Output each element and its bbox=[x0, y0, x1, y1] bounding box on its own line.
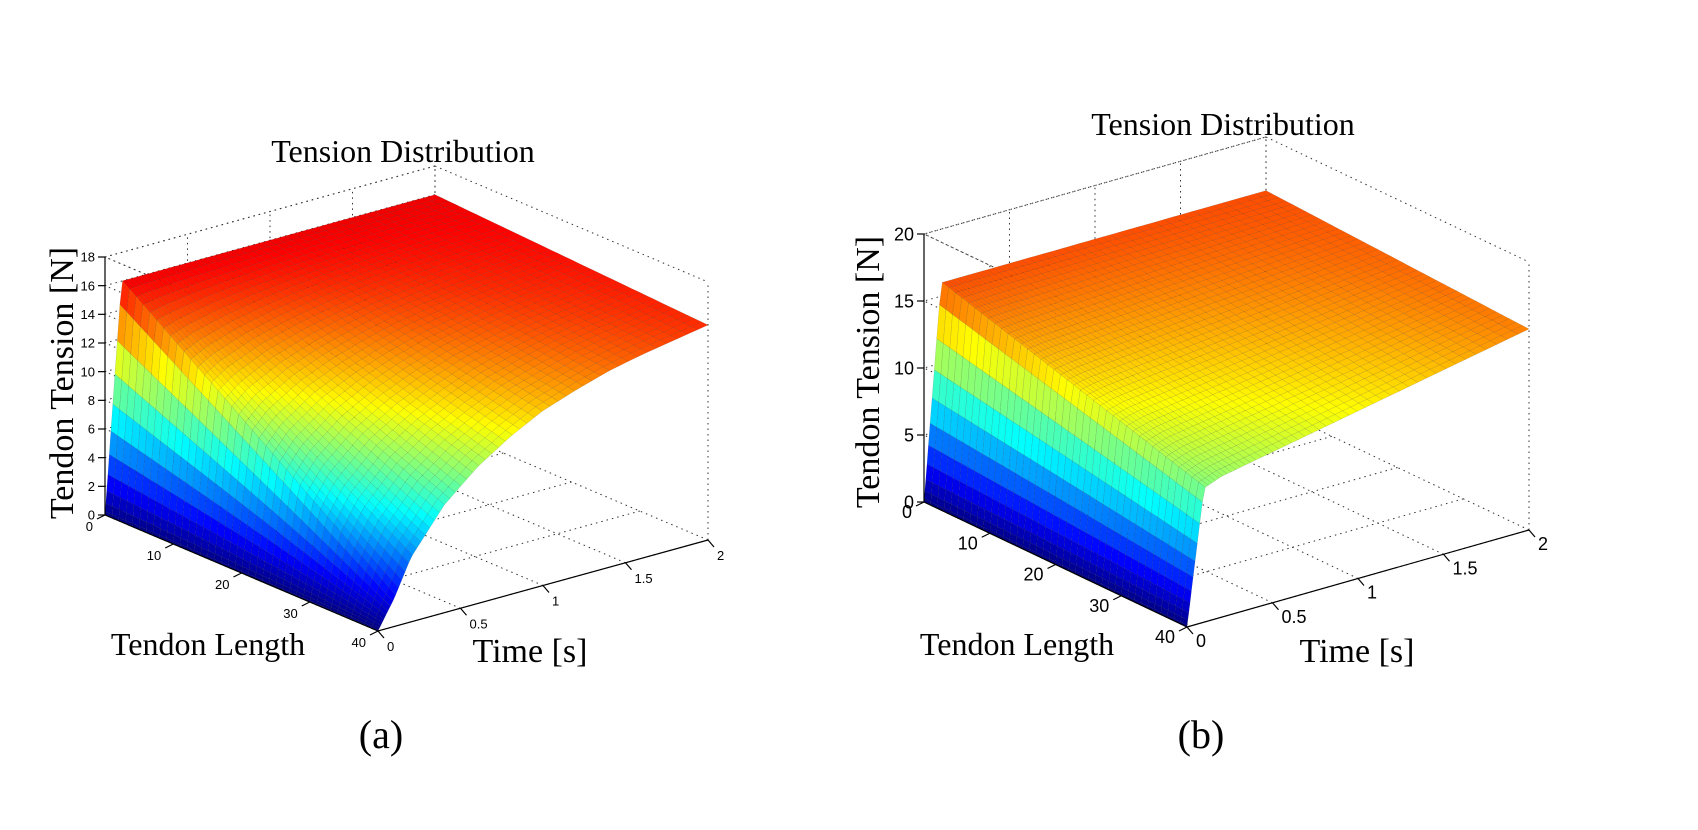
surface-patch bbox=[630, 348, 648, 358]
x-axis-label: Time [s] bbox=[473, 633, 588, 670]
z-tick-label: 0 bbox=[88, 508, 95, 523]
z-tick-label: 12 bbox=[81, 336, 95, 351]
z-tick-label: 6 bbox=[88, 422, 95, 437]
y-tick-label: 0 bbox=[86, 519, 93, 534]
surface-patch bbox=[375, 614, 385, 623]
y-tick bbox=[96, 514, 106, 520]
surface-patch bbox=[459, 466, 474, 480]
panel-caption: (a) bbox=[359, 712, 403, 757]
y-tick-label: 20 bbox=[215, 577, 229, 592]
surface-patch bbox=[611, 357, 629, 367]
chart-title: Tension Distribution bbox=[271, 133, 535, 169]
surface-patch bbox=[422, 513, 435, 529]
z-tick-label: 8 bbox=[88, 393, 95, 408]
z-tick-label: 10 bbox=[894, 358, 914, 378]
x-tick bbox=[1186, 626, 1194, 635]
y-tick-label: 40 bbox=[1155, 627, 1175, 647]
y-tick bbox=[233, 572, 242, 578]
z-tick-label: 2 bbox=[88, 479, 95, 494]
z-tick-label: 0 bbox=[904, 492, 914, 512]
y-tick bbox=[981, 532, 991, 538]
z-axis-label: Tendon Tension [N] bbox=[850, 236, 887, 508]
surface-patch bbox=[649, 339, 668, 349]
x-tick-label: 0.5 bbox=[1282, 607, 1307, 627]
chart-panel-b: 0 0.5 1 1.5 2 0 10 20 30 40 0 5 10 15 20 Tension Distri… bbox=[849, 0, 1698, 830]
box-edge bbox=[923, 233, 1188, 360]
surface-patch bbox=[527, 406, 543, 418]
box-edge bbox=[1265, 136, 1530, 263]
y-tick-label: 10 bbox=[147, 548, 161, 563]
x-tick-label: 1.5 bbox=[1453, 558, 1478, 578]
x-tick bbox=[460, 607, 467, 616]
y-axis-label: Tendon Length bbox=[111, 626, 305, 662]
y-tick bbox=[301, 601, 311, 607]
x-tick bbox=[1272, 602, 1279, 611]
surface-patch bbox=[690, 321, 709, 330]
chart-title: Tension Distribution bbox=[1091, 106, 1355, 142]
surface-patch bbox=[669, 330, 688, 340]
z-tick-label: 4 bbox=[88, 450, 95, 465]
surface-patch bbox=[679, 326, 698, 335]
surface-patch bbox=[401, 547, 413, 564]
surface-patch bbox=[498, 430, 513, 442]
surface-patch bbox=[418, 521, 430, 536]
surface-chart-a: 00.511.52010203040024681012141618Tension… bbox=[44, 133, 725, 757]
x-tick-label: 1.5 bbox=[635, 571, 653, 586]
surface-patch bbox=[567, 381, 584, 392]
x-tick bbox=[1528, 529, 1536, 538]
z-tick-label: 18 bbox=[81, 250, 95, 265]
y-tick-label: 30 bbox=[283, 606, 297, 621]
surface-patch bbox=[398, 555, 410, 572]
x-tick-label: 1 bbox=[552, 594, 559, 609]
surface-patch bbox=[559, 386, 575, 397]
x-tick-label: 0 bbox=[1196, 631, 1206, 651]
x-tick-label: 0 bbox=[387, 639, 394, 654]
surface-patch bbox=[373, 617, 383, 626]
x-tick bbox=[625, 562, 632, 571]
z-tick-label: 5 bbox=[904, 425, 914, 445]
x-tick bbox=[707, 539, 715, 548]
surface-patch bbox=[620, 353, 638, 362]
y-tick-label: 40 bbox=[352, 635, 366, 650]
z-tick-label: 14 bbox=[81, 307, 95, 322]
x-tick bbox=[1443, 553, 1450, 562]
surface-patch bbox=[639, 344, 658, 353]
surface-patch bbox=[427, 506, 440, 521]
z-tick-label: 16 bbox=[81, 278, 95, 293]
y-tick-label: 10 bbox=[958, 533, 978, 553]
z-tick-label: 20 bbox=[894, 224, 914, 244]
surface-patch bbox=[409, 534, 422, 549]
y-tick bbox=[1112, 595, 1122, 601]
x-tick-label: 2 bbox=[717, 548, 724, 563]
y-tick-label: 20 bbox=[1023, 565, 1043, 585]
chart-panel-a: 0 0.5 1 1.5 2 0 10 20 30 40 0 2 4 6 8 10 12 14 16 18 Tension… bbox=[44, 133, 725, 757]
x-tick-label: 1 bbox=[1367, 583, 1377, 603]
x-tick bbox=[377, 630, 385, 639]
x-tick bbox=[542, 585, 550, 593]
x-axis-label: Time [s] bbox=[1300, 633, 1415, 670]
y-tick bbox=[1178, 626, 1188, 632]
y-axis-label: Tendon Length bbox=[920, 626, 1114, 662]
z-axis-label: Tendon Tension [N] bbox=[44, 247, 81, 519]
y-tick bbox=[1047, 563, 1056, 570]
x-tick bbox=[1357, 578, 1365, 586]
x-tick-label: 2 bbox=[1538, 534, 1548, 554]
panel-caption: (b) bbox=[1178, 712, 1225, 757]
z-tick-label: 15 bbox=[894, 291, 914, 311]
z-tick-label: 10 bbox=[81, 364, 95, 379]
surface-mesh bbox=[923, 190, 1530, 628]
y-tick-label: 30 bbox=[1089, 596, 1109, 616]
surface-mesh bbox=[104, 194, 709, 632]
box-edge bbox=[104, 165, 436, 258]
surface-patch bbox=[465, 460, 480, 473]
y-tick bbox=[164, 543, 174, 549]
y-tick bbox=[369, 630, 379, 636]
surface-patch bbox=[385, 586, 396, 602]
x-tick-label: 0.5 bbox=[470, 616, 488, 631]
